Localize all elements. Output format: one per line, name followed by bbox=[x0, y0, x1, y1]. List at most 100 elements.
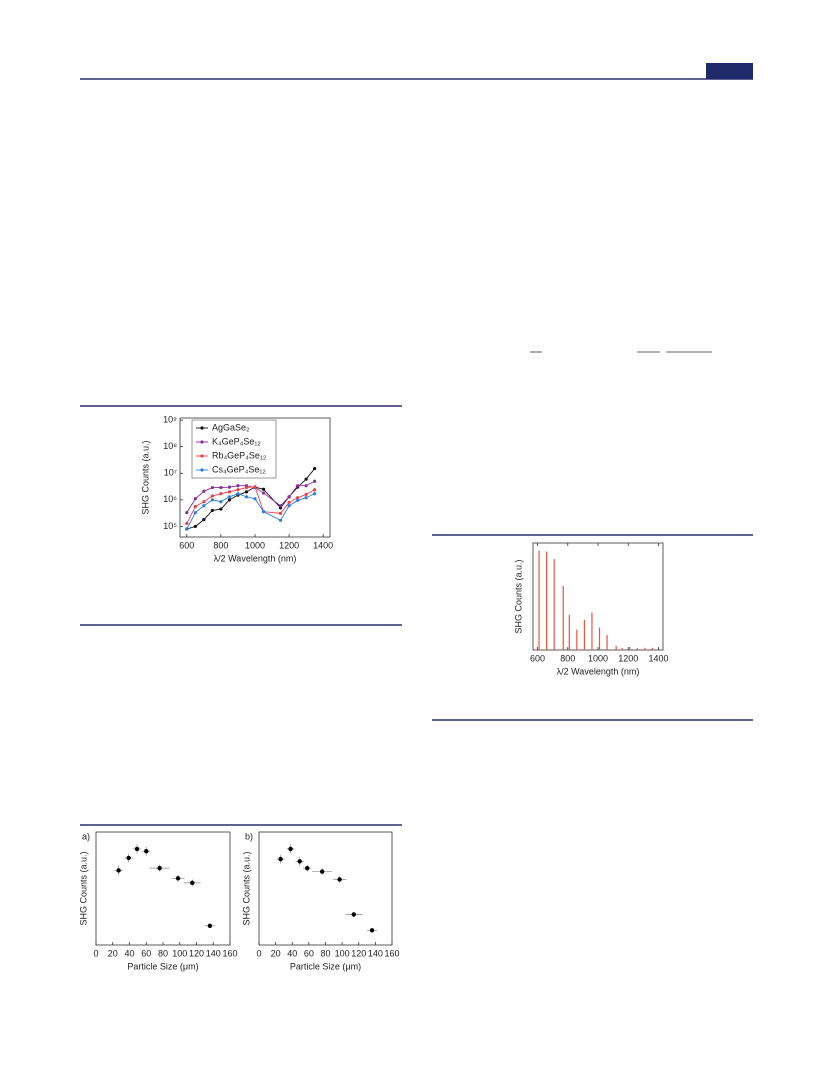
point bbox=[244, 495, 249, 499]
y-axis-label: SHG Counts (a.u.) bbox=[140, 440, 150, 514]
x-tick-label: 140 bbox=[368, 948, 383, 958]
x-tick-label: 120 bbox=[351, 948, 366, 958]
point bbox=[304, 492, 308, 497]
x-tick-label: 160 bbox=[222, 948, 237, 958]
point bbox=[210, 485, 214, 490]
point bbox=[288, 846, 293, 852]
point bbox=[369, 928, 375, 933]
point bbox=[244, 485, 249, 490]
y-tick-label: 10⁶ bbox=[163, 494, 177, 504]
point bbox=[313, 479, 317, 483]
x-tick-label: 1000 bbox=[588, 653, 608, 663]
point bbox=[134, 846, 140, 852]
x-tick-label: 40 bbox=[124, 948, 134, 958]
legend-label: Rb₄GeP₄Se₁₂ bbox=[212, 450, 267, 460]
point bbox=[278, 518, 283, 522]
point bbox=[313, 488, 317, 492]
point bbox=[304, 477, 308, 481]
x-tick-label: 1200 bbox=[618, 653, 638, 663]
y-axis-label: SHG Counts (a.u.) bbox=[241, 851, 251, 925]
point bbox=[207, 923, 213, 928]
legend-label: Cs₄GeP₄Se₁₂ bbox=[212, 464, 266, 474]
point bbox=[304, 484, 308, 488]
point bbox=[193, 511, 197, 515]
x-tick-label: 800 bbox=[560, 653, 575, 663]
x-tick-label: 80 bbox=[320, 948, 330, 958]
x-tick-label: 1400 bbox=[313, 540, 333, 550]
panel-label: a) bbox=[82, 831, 90, 841]
page-tab bbox=[706, 63, 753, 79]
point bbox=[185, 511, 189, 515]
x-tick-label: 40 bbox=[287, 948, 297, 958]
point bbox=[219, 492, 223, 496]
x-tick-label: 600 bbox=[530, 653, 545, 663]
x-tick-label: 20 bbox=[108, 948, 118, 958]
point bbox=[202, 518, 206, 522]
x-tick-label: 1000 bbox=[245, 540, 265, 550]
point bbox=[319, 869, 325, 874]
x-tick-label: 1400 bbox=[648, 653, 668, 663]
x-tick-label: 20 bbox=[271, 948, 281, 958]
point bbox=[210, 508, 214, 513]
point bbox=[305, 865, 310, 871]
point bbox=[219, 507, 223, 511]
y-axis-label: SHG Counts (a.u.) bbox=[513, 559, 523, 633]
point bbox=[144, 849, 149, 854]
legend-marker bbox=[200, 468, 204, 472]
point bbox=[296, 484, 300, 488]
x-axis-label: λ/2 Wavelength (nm) bbox=[557, 666, 640, 676]
y-tick-label: 10⁷ bbox=[164, 468, 177, 478]
y-axis-label: SHG Counts (a.u.) bbox=[78, 851, 88, 925]
point bbox=[175, 876, 181, 881]
point bbox=[261, 487, 266, 491]
point bbox=[287, 504, 291, 508]
x-tick-label: 600 bbox=[179, 540, 194, 550]
point bbox=[210, 494, 214, 498]
point bbox=[287, 500, 291, 505]
point bbox=[287, 495, 291, 499]
point bbox=[253, 497, 257, 501]
point bbox=[296, 496, 300, 500]
point bbox=[190, 880, 195, 886]
x-tick-label: 160 bbox=[384, 948, 399, 958]
point bbox=[185, 521, 189, 525]
legend-marker bbox=[200, 440, 204, 444]
point bbox=[193, 524, 197, 529]
x-tick-label: 80 bbox=[158, 948, 168, 958]
x-tick-label: 800 bbox=[213, 540, 228, 550]
point bbox=[126, 855, 131, 861]
point bbox=[202, 489, 206, 493]
y-tick-label: 10⁹ bbox=[163, 414, 177, 424]
x-tick-label: 120 bbox=[189, 948, 204, 958]
point bbox=[244, 490, 249, 494]
point bbox=[210, 498, 214, 502]
point bbox=[337, 877, 342, 882]
point bbox=[278, 504, 283, 508]
point bbox=[278, 856, 283, 862]
point bbox=[116, 868, 121, 873]
point bbox=[261, 491, 266, 495]
point bbox=[227, 490, 232, 494]
point bbox=[227, 495, 232, 499]
x-tick-label: 0 bbox=[93, 948, 98, 958]
point bbox=[157, 865, 162, 871]
point bbox=[313, 492, 317, 496]
point bbox=[313, 466, 317, 471]
point bbox=[202, 504, 206, 508]
panel-label: b) bbox=[245, 831, 253, 841]
point bbox=[219, 485, 223, 490]
point bbox=[185, 527, 189, 531]
point bbox=[227, 485, 232, 489]
point bbox=[296, 498, 300, 503]
legend-marker bbox=[200, 426, 204, 430]
x-axis-label: λ/2 Wavelength (nm) bbox=[214, 553, 297, 563]
point bbox=[261, 510, 266, 514]
point bbox=[351, 912, 356, 917]
x-tick-label: 0 bbox=[256, 948, 261, 958]
x-tick-label: 60 bbox=[304, 948, 314, 958]
x-tick-label: 100 bbox=[172, 948, 187, 958]
x-tick-label: 1200 bbox=[279, 540, 299, 550]
